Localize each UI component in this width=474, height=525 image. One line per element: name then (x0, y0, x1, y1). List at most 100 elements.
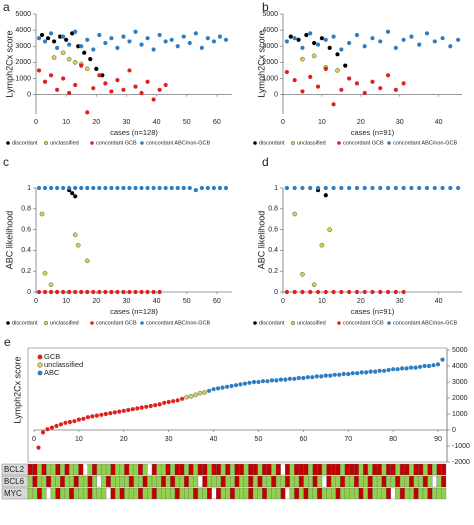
heat-cell (184, 475, 189, 488)
heat-cell (418, 475, 424, 488)
point (287, 376, 292, 381)
heat-cell (404, 487, 410, 500)
point (327, 227, 333, 232)
x-tick-label: 30 (396, 298, 404, 305)
heat-cell (170, 463, 176, 476)
point (323, 289, 328, 295)
point (393, 289, 398, 295)
point (370, 289, 375, 295)
point (49, 425, 55, 430)
y-tick-label: 1000 (262, 75, 278, 82)
point (133, 289, 138, 295)
point (73, 289, 78, 295)
point (121, 408, 126, 413)
point (308, 31, 313, 36)
point (60, 50, 66, 56)
x-tick-label: 30 (123, 119, 131, 126)
heat-cell (266, 475, 272, 488)
legend-label: unclassified (50, 320, 79, 326)
y-tick-label: 0 (27, 289, 31, 296)
heat-cell (69, 463, 75, 476)
heat-cell (390, 475, 396, 488)
point (440, 36, 445, 41)
point (112, 410, 117, 415)
heat-cell (404, 463, 410, 476)
point (115, 185, 120, 191)
point (85, 37, 90, 42)
point (39, 32, 45, 38)
x-tick-label: 10 (318, 119, 326, 126)
point (187, 185, 192, 191)
point (91, 86, 96, 91)
point (115, 78, 120, 83)
point (417, 185, 422, 191)
heat-cell (441, 475, 447, 488)
legend-label: concordant ABC/non-GCB (393, 320, 458, 326)
legend-marker (337, 141, 341, 145)
heat-cell (294, 475, 300, 488)
point (315, 84, 321, 89)
point (354, 289, 360, 295)
heat-cell (193, 463, 199, 476)
heat-cell (110, 487, 116, 500)
point (199, 45, 204, 50)
heat-cell (280, 463, 286, 476)
heat-cell (418, 463, 424, 476)
legend-marker (290, 320, 296, 326)
point (81, 416, 86, 421)
heat-cell (298, 475, 304, 488)
heat-cell (395, 487, 401, 500)
point (175, 44, 180, 49)
heat-cell (202, 487, 208, 500)
point (88, 57, 93, 62)
heat-cell (381, 475, 387, 488)
heat-cell (308, 463, 313, 476)
row-label: MYC (4, 489, 22, 498)
y-tick-label: -2000 (452, 459, 470, 466)
point (91, 47, 96, 52)
point (61, 289, 66, 295)
point (72, 419, 77, 424)
point (323, 373, 328, 378)
point (171, 399, 176, 404)
point (180, 396, 185, 401)
heat-cell (87, 475, 93, 488)
heat-cell (427, 463, 433, 476)
point (211, 387, 216, 392)
point (193, 392, 198, 398)
point (188, 394, 194, 399)
point (378, 185, 383, 191)
point (36, 36, 42, 41)
point (350, 371, 355, 376)
y-tick-label: 0.4 (268, 247, 278, 254)
heat-cell (344, 475, 350, 488)
heat-cell (220, 475, 226, 488)
point (58, 34, 63, 39)
heat-cell (119, 475, 125, 488)
point (205, 36, 210, 41)
y-tick-label: 2000 (262, 59, 278, 66)
point (197, 390, 203, 396)
heat-cell (349, 475, 355, 488)
y-tick-label: -1000 (452, 443, 470, 450)
point (58, 422, 64, 427)
heat-cell (353, 475, 359, 488)
heat-cell (367, 487, 373, 500)
point (409, 34, 414, 39)
heat-cell (179, 463, 185, 476)
heat-cell (225, 475, 231, 488)
legend-marker (253, 141, 257, 145)
heat-cell (105, 487, 111, 500)
point (61, 34, 66, 39)
heat-cell (105, 475, 111, 488)
heat-cell (156, 487, 162, 500)
point (311, 53, 317, 59)
heat-cell (275, 475, 281, 488)
heat-cell (257, 475, 263, 488)
x-tick-label: 40 (210, 436, 218, 443)
point (145, 36, 150, 41)
point (284, 289, 289, 295)
point (362, 44, 367, 49)
heat-cell (363, 475, 369, 488)
y-tick-label: 0.2 (268, 268, 278, 275)
